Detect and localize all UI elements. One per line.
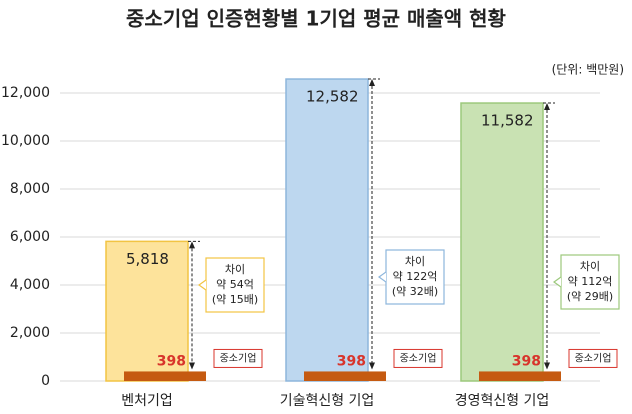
annotation-box (205, 257, 265, 313)
arrow-head (189, 362, 195, 370)
arrow-head (369, 79, 375, 87)
sme-bar (124, 371, 206, 381)
sme-value-label: 398 (512, 353, 541, 369)
arrow-head (369, 362, 375, 370)
value-label: 12,582 (306, 88, 359, 106)
arrow-head (544, 103, 550, 111)
value-label: 11,582 (481, 112, 534, 130)
annotation-pointer (197, 279, 207, 291)
arrow-head (544, 362, 550, 370)
annotation-text: (약 15배) (212, 292, 258, 306)
annotation-text: 차이 (405, 255, 425, 268)
sme-tag-box (213, 348, 263, 368)
bar (460, 102, 544, 382)
sme-tag: 중소기업 (575, 351, 612, 364)
annotation-text: 약 122억 (393, 269, 438, 283)
annotation-text: 약 112억 (568, 274, 613, 288)
unit-label: (단위: 백만원) (552, 63, 624, 77)
annotation-pointer (377, 271, 387, 283)
sme-bar (479, 371, 561, 381)
y-tick-label: 6,000 (10, 229, 50, 245)
annotation-text: 약 54억 (216, 277, 254, 291)
sme-value-label: 398 (157, 353, 186, 369)
sme-value-label: 398 (337, 353, 366, 369)
y-tick-label: 4,000 (10, 277, 50, 293)
x-tick-label: 경영혁신형 기업 (455, 393, 550, 409)
x-tick-label: 기술혁신형 기업 (280, 393, 375, 409)
annotation-pointer (552, 276, 562, 288)
sme-tag-box (568, 348, 618, 368)
sme-tag: 중소기업 (400, 351, 437, 364)
y-tick-label: 0 (41, 373, 50, 389)
annotation-box (385, 249, 445, 305)
y-tick-label: 8,000 (10, 181, 50, 197)
sme-bar (304, 371, 386, 381)
chart-title: 중소기업 인증현황별 1기업 평균 매출액 현황 (126, 7, 507, 31)
y-tick-label: 10,000 (1, 133, 50, 149)
arrow-head (189, 241, 195, 249)
x-tick-label: 벤처기업 (121, 393, 173, 409)
y-tick-label: 12,000 (1, 85, 50, 101)
bar (285, 78, 369, 382)
sme-tag: 중소기업 (220, 351, 257, 364)
sme-tag-box (393, 348, 443, 368)
y-tick-label: 2,000 (10, 325, 50, 341)
value-label: 5,818 (126, 250, 169, 268)
annotation-text: 차이 (225, 263, 245, 276)
annotation-text: (약 32배) (392, 284, 438, 298)
annotation-text: 차이 (580, 260, 600, 273)
annotation-text: (약 29배) (567, 289, 613, 303)
